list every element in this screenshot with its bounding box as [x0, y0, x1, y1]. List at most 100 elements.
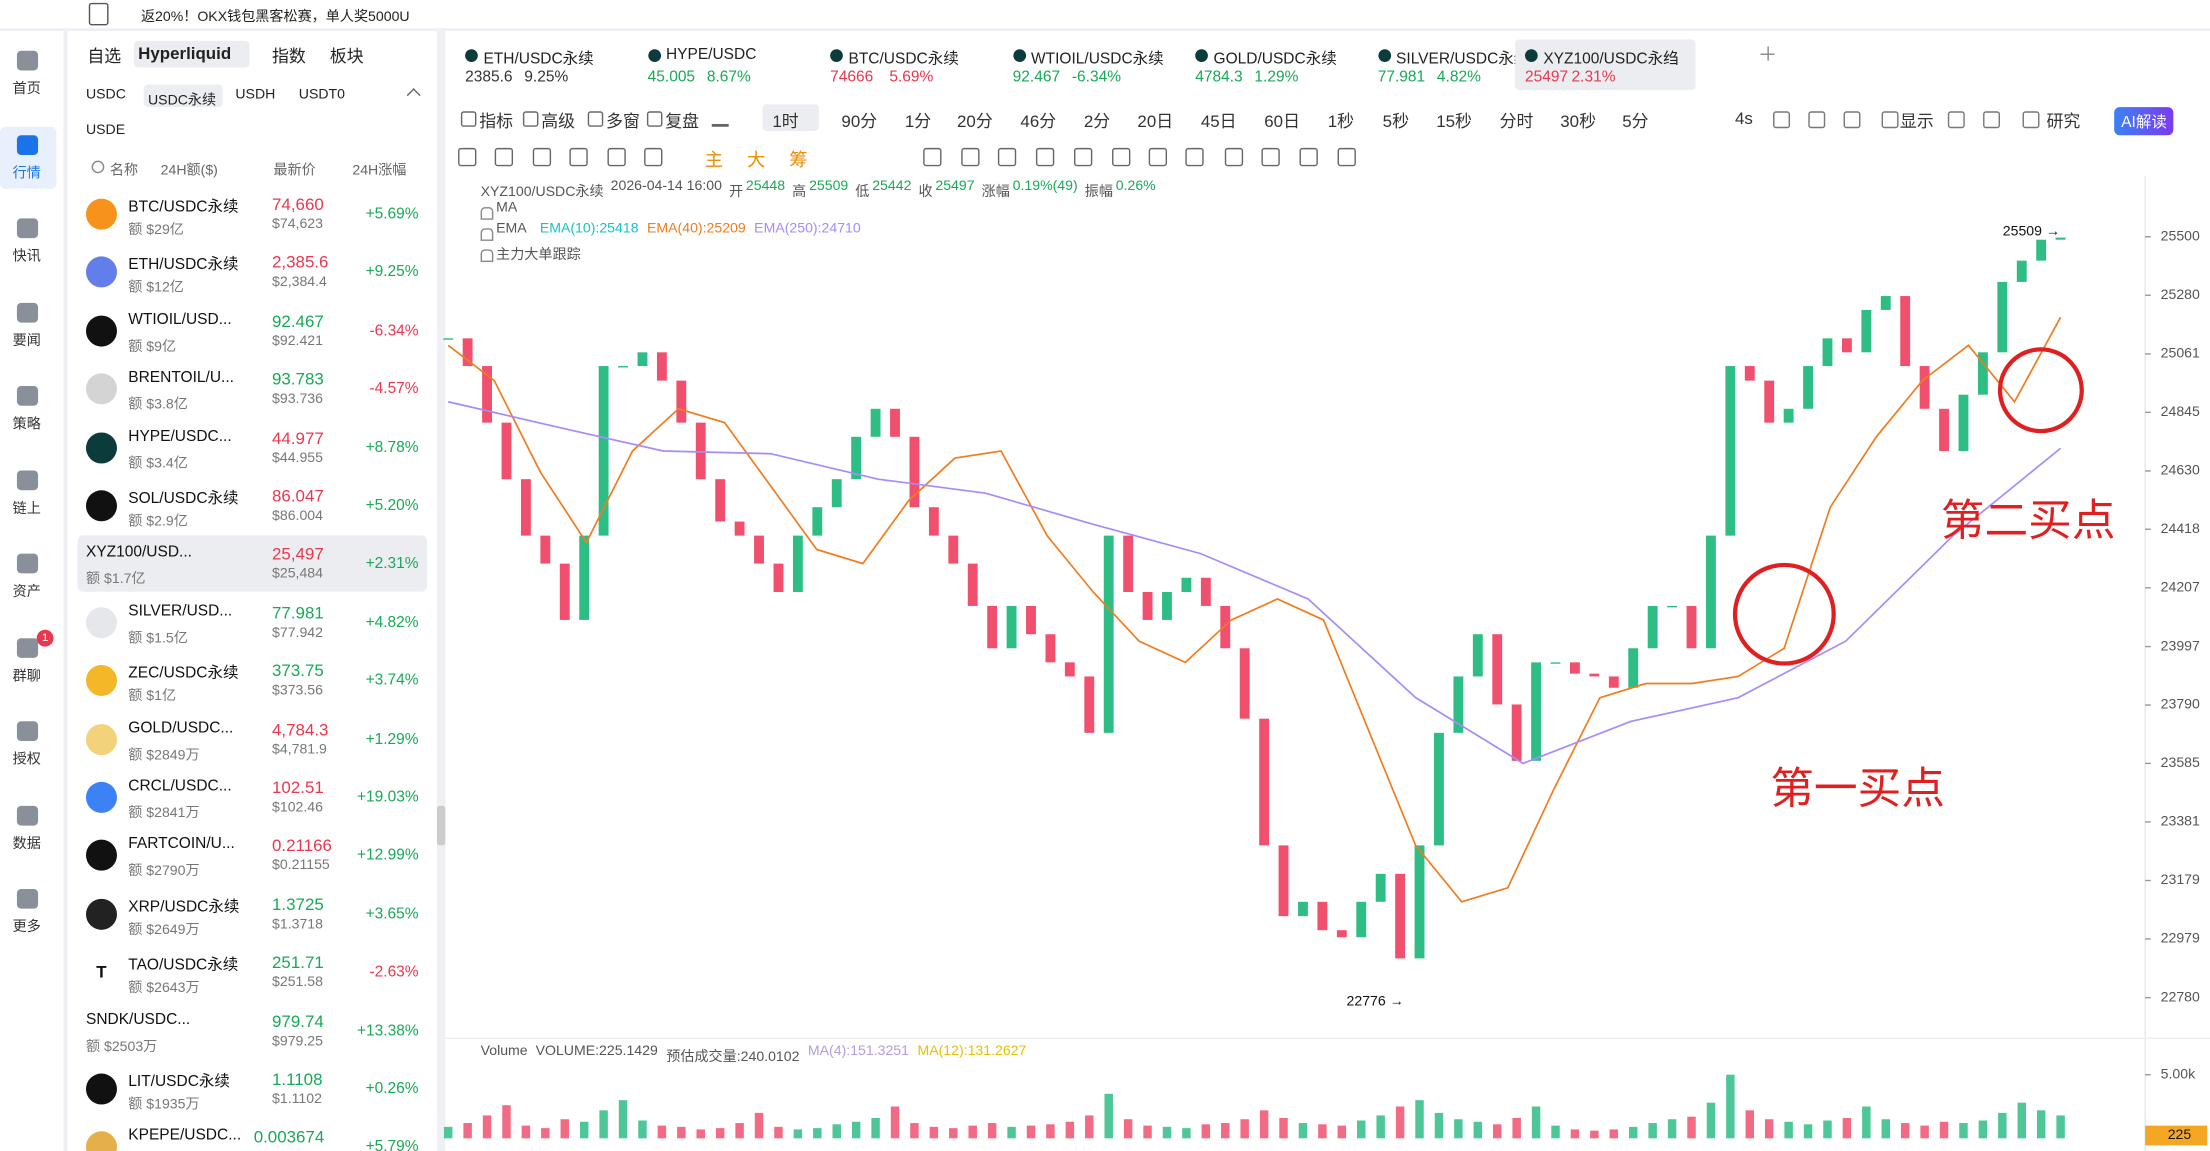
row-symbol[interactable]: KPEPE/USDC... — [128, 1127, 242, 1145]
tool-icon[interactable] — [1808, 111, 1826, 129]
row-symbol[interactable]: SNDK/USDC... — [85, 1010, 191, 1028]
row-symbol[interactable]: GOLD/USDC... — [128, 719, 234, 737]
chart-tab-name[interactable]: HYPE/USDC — [665, 46, 757, 64]
row-symbol[interactable]: WTIOIL/USD... — [128, 311, 232, 328]
toolbar-item[interactable]: 20日 — [1137, 111, 1174, 132]
column-header[interactable]: 24H额($) — [160, 163, 218, 179]
draw-tool-icon[interactable] — [1224, 147, 1244, 167]
draw-tool-icon[interactable] — [961, 147, 980, 167]
toolbar-item[interactable]: 46分 — [1020, 111, 1057, 132]
row-symbol[interactable]: HYPE/USDC... — [128, 427, 232, 445]
tool-icon[interactable] — [1773, 111, 1790, 129]
draw-tool-icon[interactable] — [607, 147, 626, 167]
tool-icon[interactable] — [711, 111, 729, 127]
chart-tab-name[interactable]: GOLD/USDC永续 — [1213, 50, 1337, 68]
chart-tab-name[interactable]: SILVER/USDC永续 — [1396, 50, 1530, 68]
toolbar-item[interactable]: 分时 — [1499, 111, 1534, 132]
chart-tab-active-bg[interactable] — [1515, 39, 1696, 91]
nav-label[interactable]: 更多 — [12, 919, 41, 936]
toolbar-item[interactable]: 1分 — [904, 111, 932, 132]
market-tab[interactable]: 板块 — [329, 46, 364, 67]
draw-tool-icon[interactable] — [923, 147, 942, 167]
column-header[interactable]: 名称 — [109, 163, 139, 179]
nav-icon[interactable] — [16, 302, 39, 322]
draw-tool-icon[interactable] — [1299, 147, 1318, 167]
toolbar-item[interactable]: 90分 — [841, 111, 878, 132]
toolbar-item[interactable]: 1时 — [772, 111, 799, 132]
row-symbol[interactable]: BTC/USDC永续 — [128, 198, 239, 216]
draw-tool-icon[interactable] — [997, 147, 1017, 167]
nav-label[interactable]: 资产 — [12, 584, 41, 601]
nav-icon[interactable] — [16, 469, 39, 490]
row-symbol[interactable]: XYZ100/USD... — [85, 544, 192, 562]
nav-label[interactable]: 群聊 — [12, 668, 41, 684]
toolbar-item[interactable]: 1秒 — [1327, 111, 1355, 132]
toolbar-right-item[interactable]: 4s — [1735, 108, 1753, 129]
row-symbol[interactable]: LIT/USDC永续 — [128, 1073, 230, 1091]
draw-tool-icon[interactable] — [1148, 147, 1168, 167]
row-symbol[interactable]: CRCL/USDC... — [128, 777, 232, 795]
toolbar-item[interactable]: 15秒 — [1436, 111, 1472, 132]
row-symbol[interactable]: TAO/USDC永续 — [128, 956, 239, 974]
market-subtab[interactable]: USDH — [235, 87, 276, 103]
draw-tool-icon[interactable] — [1261, 147, 1280, 167]
row-symbol[interactable]: XRP/USDC永续 — [128, 898, 240, 916]
toolbar-item[interactable]: 高级 — [541, 111, 576, 132]
market-subtab[interactable]: USDE — [85, 122, 126, 139]
market-subtab[interactable]: USDT0 — [298, 87, 346, 103]
tool-icon[interactable] — [2022, 111, 2040, 129]
nav-icon[interactable] — [16, 637, 39, 658]
draw-tool-icon[interactable] — [1035, 147, 1055, 167]
nav-label[interactable]: 首页 — [12, 81, 41, 98]
toolbar-item[interactable]: 20分 — [957, 111, 993, 132]
nav-icon[interactable] — [16, 805, 39, 825]
market-tab[interactable]: Hyperliquid — [138, 43, 232, 64]
tool-icon[interactable] — [1947, 111, 1965, 129]
ai-button[interactable]: AI解读 — [2114, 107, 2174, 136]
chart-tab-name[interactable]: BTC/USDC永续 — [848, 50, 959, 68]
toolbar-item[interactable]: 多窗 — [606, 111, 640, 132]
nav-label[interactable]: 要闻 — [12, 333, 41, 349]
toolbar-item[interactable]: 指标 — [479, 111, 514, 132]
draw-tool-icon[interactable] — [458, 147, 477, 167]
nav-label[interactable]: 快讯 — [12, 249, 41, 265]
chart-tab-name[interactable]: WTIOIL/USDC永续 — [1031, 50, 1164, 68]
toolbar-item[interactable]: 30秒 — [1560, 111, 1596, 132]
ema-label[interactable]: EMA — [496, 221, 527, 237]
nav-label[interactable]: 策略 — [12, 417, 41, 433]
nav-icon[interactable] — [16, 721, 39, 742]
mode-button[interactable]: 主 — [704, 149, 724, 171]
toolbar-item[interactable]: 5秒 — [1382, 111, 1409, 132]
tool-icon[interactable] — [1843, 111, 1861, 129]
add-tab-v[interactable] — [1767, 46, 1769, 61]
draw-tool-icon[interactable] — [569, 147, 588, 167]
mode-button[interactable]: 筹 — [789, 149, 808, 171]
tool-icon[interactable] — [1881, 111, 1899, 129]
row-symbol[interactable]: ZEC/USDC永续 — [128, 665, 239, 683]
volume-label[interactable]: Volume — [480, 1043, 528, 1060]
chart-tab-name[interactable]: ETH/USDC永续 — [483, 50, 594, 68]
row-symbol[interactable]: SOL/USDC永续 — [128, 490, 239, 508]
nav-label[interactable]: 行情 — [12, 165, 41, 182]
draw-tool-icon[interactable] — [532, 147, 552, 167]
nav-label[interactable]: 授权 — [12, 752, 41, 768]
nav-icon[interactable] — [16, 50, 39, 71]
market-subtab[interactable]: USDC — [85, 87, 126, 103]
column-header[interactable]: 24H涨幅 — [352, 163, 407, 179]
nav-icon[interactable] — [16, 553, 39, 574]
toolbar-right-item[interactable]: 显示 — [1899, 111, 1934, 132]
toolbar-item[interactable]: 2分 — [1083, 111, 1111, 132]
toolbar-item[interactable]: 60日 — [1264, 111, 1301, 132]
tool-icon[interactable] — [1983, 111, 2000, 129]
draw-tool-icon[interactable] — [1185, 147, 1204, 167]
nav-icon[interactable] — [16, 218, 39, 239]
draw-tool-icon[interactable] — [644, 147, 663, 167]
nav-label[interactable]: 链上 — [12, 500, 41, 517]
draw-tool-icon[interactable] — [494, 147, 514, 167]
market-tab[interactable]: 指数 — [272, 46, 306, 67]
draw-tool-icon[interactable] — [1337, 147, 1356, 167]
row-symbol[interactable]: ETH/USDC永续 — [128, 256, 239, 274]
market-subtab[interactable]: USDC永续 — [147, 92, 217, 109]
panel-handle[interactable] — [436, 805, 446, 846]
row-symbol[interactable]: FARTCOIN/U... — [128, 835, 235, 853]
